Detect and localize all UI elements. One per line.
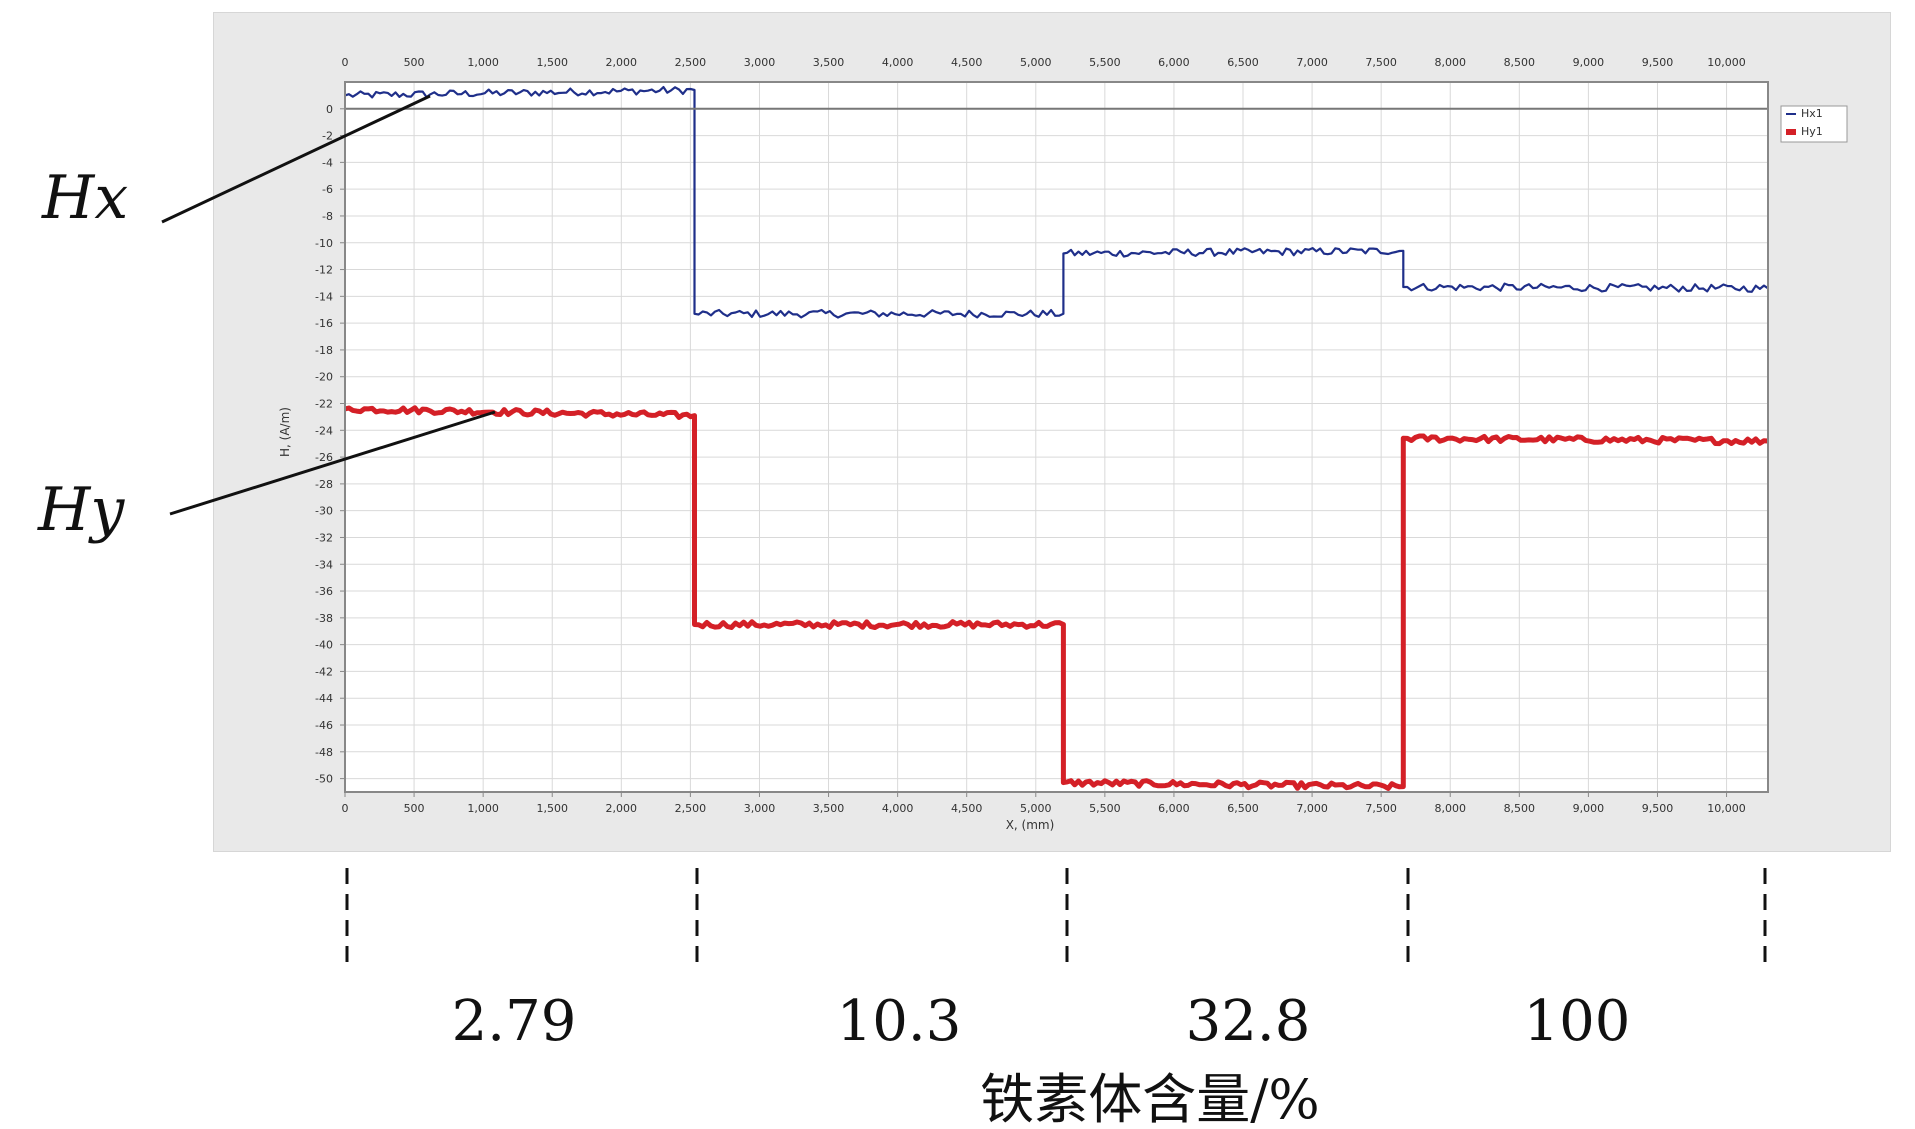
x-tick-label-bottom: 2,000 (606, 802, 638, 815)
y-tick-label: -18 (315, 344, 333, 357)
y-tick-label: 0 (326, 103, 333, 116)
x-tick-label-bottom: 10,000 (1707, 802, 1746, 815)
x-tick-label-bottom: 1,500 (536, 802, 568, 815)
x-tick-label-top: 5,500 (1089, 56, 1121, 69)
tick-labels: 0 0 500 500 1,000 1,000 1,500 1,500 2,000 2,000 2,… (315, 56, 1746, 815)
annotation-hy: Hy (37, 410, 496, 545)
x-axis-title: X, (mm) (1006, 818, 1055, 832)
x-tick-label-bottom: 0 (342, 802, 349, 815)
x-tick-label-bottom: 9,000 (1573, 802, 1605, 815)
x-tick-label-top: 6,000 (1158, 56, 1190, 69)
y-tick-label: -32 (315, 531, 333, 544)
x-tick-label-top: 1,500 (536, 56, 568, 69)
y-tick-label: -26 (315, 451, 333, 464)
y-tick-label: -22 (315, 398, 333, 411)
y-tick-label: -6 (322, 183, 333, 196)
legend-label-hy1: Hy1 (1801, 125, 1823, 138)
legend-box (1780, 105, 1848, 143)
hx-leader-line (161, 94, 431, 224)
x-tick-label-bottom: 7,500 (1365, 802, 1397, 815)
y-tick-label: -14 (315, 290, 333, 303)
hx-label: Hx (41, 163, 128, 233)
x-tick-label-top: 9,500 (1642, 56, 1674, 69)
x-tick-label-bottom: 4,000 (882, 802, 914, 815)
grid (344, 82, 1768, 792)
x-tick-label-bottom: 500 (404, 802, 425, 815)
y-tick-label: -24 (315, 424, 333, 437)
x-tick-label-bottom: 8,000 (1434, 802, 1466, 815)
x-tick-label-bottom: 1,000 (467, 802, 499, 815)
x-tick-label-top: 0 (342, 56, 349, 69)
axes (340, 81, 1769, 797)
band-value-2: 10.3 (837, 989, 962, 1054)
y-tick-label: -46 (315, 719, 333, 732)
x-tick-label-bottom: 2,500 (675, 802, 707, 815)
x-tick-label-bottom: 4,500 (951, 802, 983, 815)
x-tick-label-top: 10,000 (1707, 56, 1746, 69)
x-tick-label-top: 3,000 (744, 56, 776, 69)
y-tick-label: -40 (315, 639, 333, 652)
y-axis-title: H, (A/m) (278, 407, 292, 457)
x-tick-label-top: 3,500 (813, 56, 845, 69)
x-tick-label-bottom: 5,500 (1089, 802, 1121, 815)
y-tick-label: -12 (315, 264, 333, 277)
legend-swatch-hx1 (1786, 113, 1796, 115)
band-axis-title: 铁素体含量/% (980, 1068, 1320, 1129)
plot-frame (344, 81, 1769, 793)
x-tick-label-bottom: 6,000 (1158, 802, 1190, 815)
y-tick-label: -2 (322, 130, 333, 143)
y-tick-label: -10 (315, 237, 333, 250)
x-tick-label-top: 2,000 (606, 56, 638, 69)
x-tick-label-top: 500 (404, 56, 425, 69)
x-tick-label-top: 5,000 (1020, 56, 1052, 69)
y-tick-label: -16 (315, 317, 333, 330)
x-tick-label-bottom: 5,000 (1020, 802, 1052, 815)
x-tick-label-bottom: 3,000 (744, 802, 776, 815)
hy-leader-line (169, 410, 496, 516)
y-tick-label: -34 (315, 558, 333, 571)
y-tick-label: -20 (315, 371, 333, 384)
hy-label: Hy (37, 475, 125, 545)
band-value-1: 2.79 (452, 989, 577, 1054)
x-tick-label-top: 7,500 (1365, 56, 1397, 69)
y-tick-label: -50 (315, 773, 333, 786)
x-tick-label-top: 4,500 (951, 56, 983, 69)
x-tick-label-top: 4,000 (882, 56, 914, 69)
band-value-4: 100 (1524, 989, 1631, 1054)
x-tick-label-bottom: 9,500 (1642, 802, 1674, 815)
series-line-hy1 (344, 405, 1769, 791)
y-tick-label: -48 (315, 746, 333, 759)
series-line-hx1 (344, 86, 1769, 319)
x-tick-label-top: 1,000 (467, 56, 499, 69)
y-tick-label: -4 (322, 156, 333, 169)
y-tick-label: -30 (315, 505, 333, 518)
y-tick-label: -36 (315, 585, 333, 598)
band-dividers (345, 868, 1767, 972)
legend: Hx1 Hy1 (1780, 105, 1848, 143)
x-tick-label-bottom: 6,500 (1227, 802, 1259, 815)
legend-label-hx1: Hx1 (1801, 107, 1823, 120)
x-tick-label-top: 2,500 (675, 56, 707, 69)
annotation-hx: Hx (41, 94, 431, 233)
y-tick-label: -42 (315, 665, 333, 678)
x-tick-label-bottom: 8,500 (1504, 802, 1536, 815)
y-tick-label: -44 (315, 692, 333, 705)
x-tick-label-bottom: 7,000 (1296, 802, 1328, 815)
legend-swatch-hy1 (1786, 129, 1796, 135)
x-tick-label-top: 6,500 (1227, 56, 1259, 69)
y-tick-label: -28 (315, 478, 333, 491)
band-value-3: 32.8 (1186, 989, 1311, 1054)
plot-area (345, 82, 1768, 792)
y-tick-label: -8 (322, 210, 333, 223)
x-tick-label-top: 7,000 (1296, 56, 1328, 69)
x-tick-label-top: 8,500 (1504, 56, 1536, 69)
x-tick-label-bottom: 3,500 (813, 802, 845, 815)
x-tick-label-top: 8,000 (1434, 56, 1466, 69)
x-tick-label-top: 9,000 (1573, 56, 1605, 69)
y-tick-label: -38 (315, 612, 333, 625)
